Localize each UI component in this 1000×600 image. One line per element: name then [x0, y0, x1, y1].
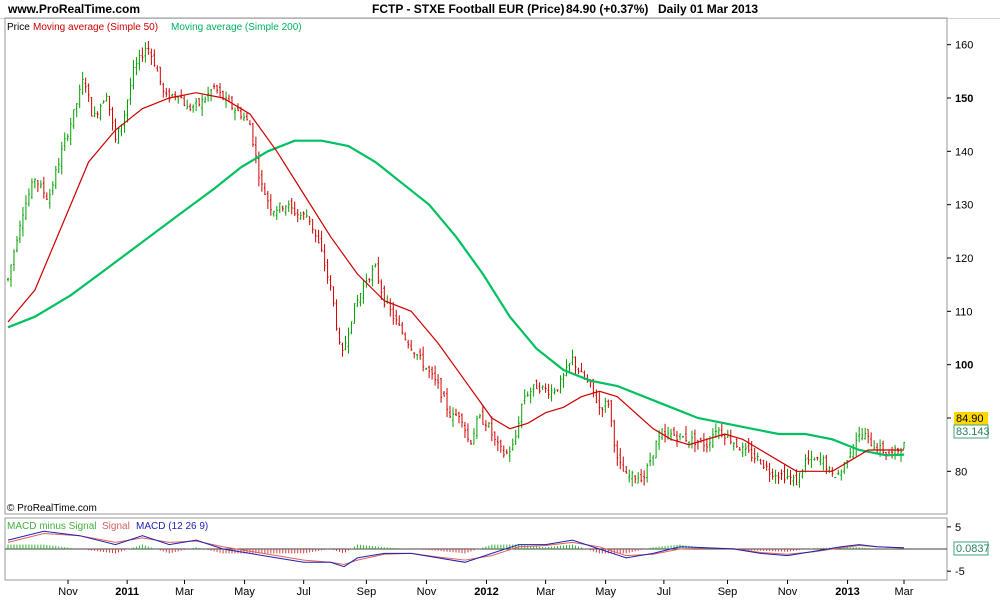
x-tick-label: May: [234, 586, 255, 598]
price-frame: [4, 17, 948, 515]
ma200-badge: 83.143: [956, 426, 990, 438]
y-tick-label: 160: [955, 40, 973, 52]
site-link[interactable]: www.ProRealTime.com: [8, 2, 141, 16]
ma200-badge-box: [953, 424, 989, 439]
legend-ma200: Moving average (Simple 200): [171, 22, 302, 33]
y-tick-label: 150: [955, 93, 973, 105]
y-tick-label: 120: [955, 253, 973, 265]
price-candles: [7, 41, 905, 488]
macd-layer: [5, 530, 947, 568]
period-date: Daily 01 Mar 2013: [658, 2, 759, 16]
last-price: 84.90 (+0.37%): [566, 2, 649, 16]
ma200-line: [7, 139, 905, 457]
ma50-line: [7, 92, 904, 472]
x-tick-label: Nov: [778, 586, 798, 598]
macd-badge: 0.0837: [956, 543, 990, 555]
x-tick-label: Mar: [536, 586, 555, 598]
macd-line: [7, 530, 905, 568]
legend-price: Price: [7, 22, 30, 33]
macd-legend-macd: MACD (12 26 9): [136, 521, 208, 532]
y-tick-label: 80: [955, 466, 967, 478]
y-tick-label: 130: [955, 200, 973, 212]
x-tick-label: Jul: [657, 586, 671, 598]
macd-y-tick-label: 5: [955, 522, 961, 534]
x-tick-label: Mar: [895, 586, 914, 598]
y-tick-label: 100: [955, 360, 973, 372]
x-tick-label: Sep: [718, 586, 738, 598]
x-tick-label: 2013: [835, 586, 859, 598]
instrument-title: FCTP - STXE Football EUR (Price): [372, 2, 565, 16]
x-tick-label: 2012: [474, 586, 498, 598]
x-tick-label: May: [595, 586, 616, 598]
x-tick-label: Nov: [58, 586, 78, 598]
y-tick-label: 140: [955, 146, 973, 158]
copyright: © ProRealTime.com: [7, 503, 97, 514]
legend-ma50: Moving average (Simple 50): [33, 22, 158, 33]
x-tick-label: Jul: [297, 586, 311, 598]
price-lines: [7, 92, 905, 472]
x-tick-label: 2011: [115, 586, 139, 598]
y-tick-label: 110: [955, 306, 973, 318]
price-badge: 84.90: [956, 413, 984, 425]
price-badge-bg: [954, 412, 988, 425]
x-tick-label: Nov: [417, 586, 437, 598]
macd-y-tick-label: -5: [955, 566, 965, 578]
macd-legend-hist: MACD minus Signal: [7, 521, 96, 532]
macd-legend-signal: Signal: [102, 521, 130, 532]
x-tick-label: Sep: [357, 586, 377, 598]
x-tick-label: Mar: [175, 586, 194, 598]
macd-badge-box: [953, 541, 989, 556]
chart-frames: [4, 17, 948, 581]
